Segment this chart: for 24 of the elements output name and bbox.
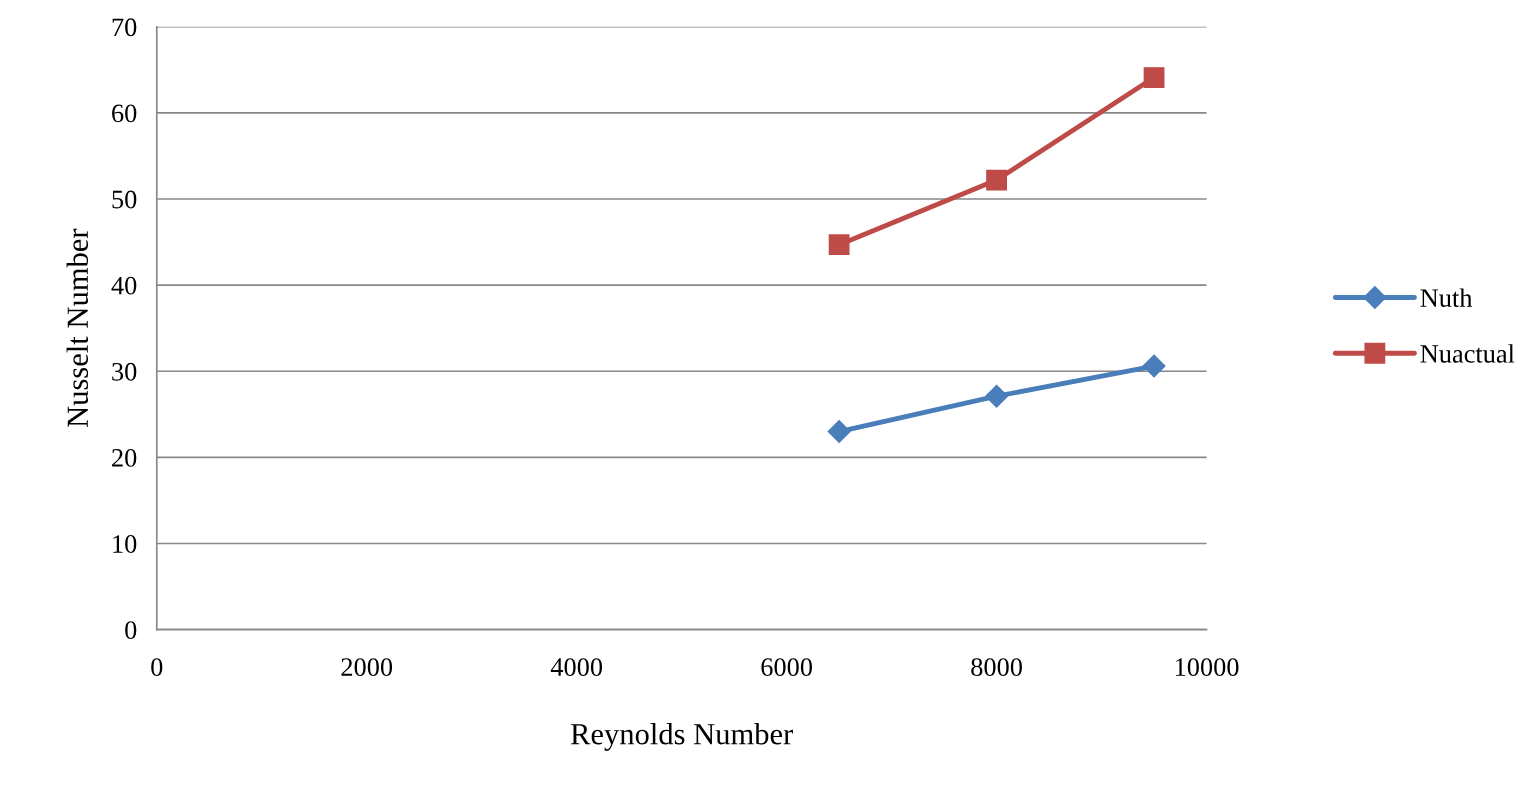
y-tick-label: 70	[112, 18, 137, 37]
x-tick-label: 0	[151, 658, 163, 676]
y-tick-label: 50	[112, 190, 137, 209]
x-tick-label: 2000	[341, 658, 393, 676]
legend-label: Nuactual	[1420, 344, 1515, 363]
y-tick-label: 0	[125, 621, 137, 640]
x-tick-label: 6000	[761, 658, 813, 676]
y-tick-label: 60	[112, 104, 137, 123]
point	[1142, 354, 1166, 378]
x-tick-label: 4000	[550, 658, 603, 676]
y-tick-label: 30	[112, 362, 137, 381]
y-tick-label: 40	[111, 276, 137, 295]
x-tick-label: 8000	[971, 658, 1022, 676]
point	[986, 169, 1008, 191]
y-tick-label: 10	[113, 535, 137, 553]
x-tick-label: 10000	[1175, 658, 1239, 676]
point	[828, 234, 850, 256]
y-tick-label: 20	[112, 448, 137, 467]
y-axis-title: Nusselt Number	[66, 228, 89, 428]
point	[1143, 67, 1165, 88]
legend-label: Nuth	[1420, 288, 1473, 307]
point	[985, 384, 1009, 408]
point	[827, 420, 851, 444]
x-axis-title: Reynolds Number	[570, 722, 793, 751]
